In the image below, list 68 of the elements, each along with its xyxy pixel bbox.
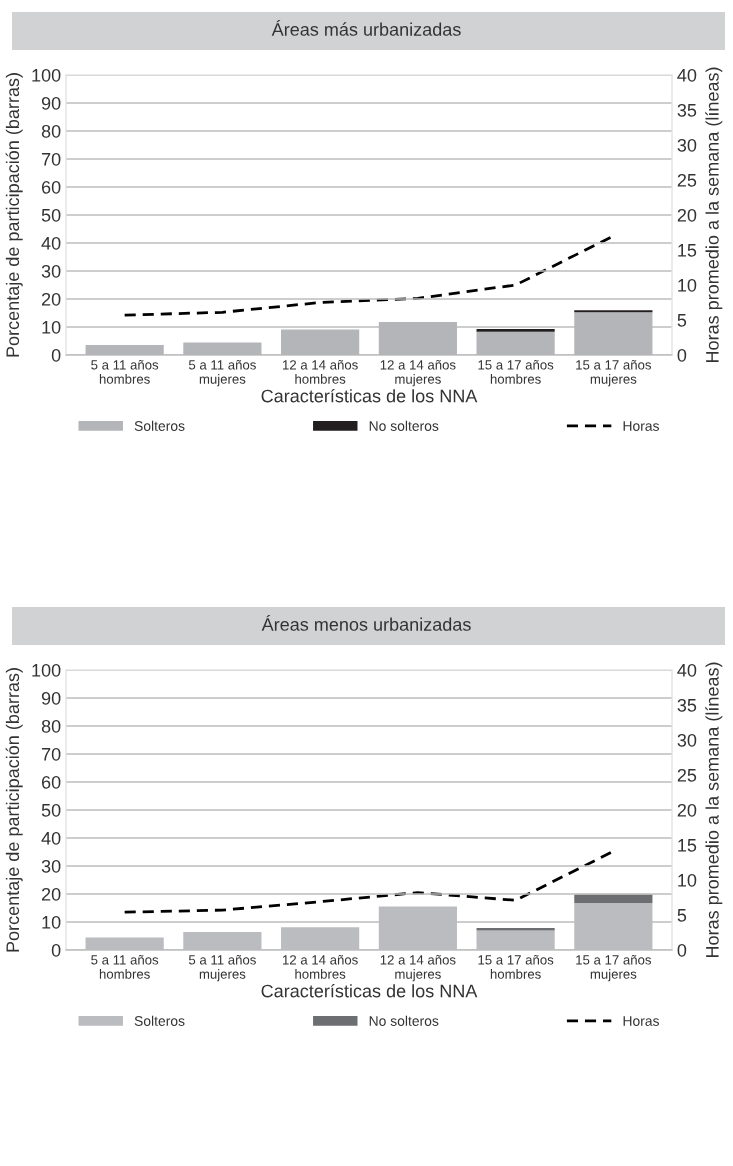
y-tick-label: 30 — [41, 859, 61, 873]
x-tick-label: 5 a 11 años hombres — [91, 954, 159, 979]
y-tick-label: 40 — [41, 831, 61, 845]
y2-tick-label: 15 — [678, 839, 697, 852]
y-tick-label: 10 — [42, 915, 61, 929]
x-tick-label: 12 a 14 años mujeres — [380, 359, 456, 387]
x-axis-title: Características de los NNA — [261, 388, 478, 403]
y2-tick-label: 40 — [677, 68, 697, 82]
x-tick-label: 15 a 17 años hombres — [478, 359, 554, 384]
y-tick-label: 60 — [41, 180, 61, 194]
x-tick-label: 15 a 17 años mujeres — [576, 954, 652, 982]
legend-label: No solteros — [369, 420, 439, 431]
chart-title: Áreas menos urbanizadas — [261, 615, 471, 631]
y-tick-label: 0 — [51, 943, 61, 957]
bar — [476, 328, 555, 332]
y2-axis-title: Horas promedio a la semana (líneas) — [705, 662, 723, 958]
chart-title: Áreas más urbanizadas — [271, 20, 461, 36]
y2-tick-label: 30 — [677, 733, 697, 747]
y-tick-label: 90 — [41, 96, 61, 110]
y2-axis-title: Horas promedio a la semana (líneas) — [705, 67, 723, 363]
y-tick-label: 40 — [41, 236, 61, 250]
legend-label: Horas — [623, 1016, 659, 1026]
y2-tick-label: 10 — [678, 873, 697, 887]
y-tick-label: 0 — [51, 348, 61, 362]
y2-tick-label: 25 — [677, 768, 697, 782]
y-tick-label: 80 — [41, 124, 61, 138]
y-tick-label: 20 — [41, 292, 61, 306]
y-tick-label: 70 — [41, 747, 61, 761]
legend-label: Solteros — [134, 1015, 185, 1026]
y2-tick-label: 0 — [677, 943, 687, 957]
x-tick-label: 5 a 11 años hombres — [91, 359, 159, 384]
y-tick-label: 50 — [41, 803, 61, 817]
legend-label: No solteros — [369, 1015, 439, 1026]
y-tick-label: 70 — [41, 152, 61, 166]
y2-tick-label: 0 — [677, 348, 687, 362]
y2-tick-label: 35 — [677, 698, 697, 712]
y-tick-label: 30 — [41, 264, 61, 278]
x-tick-label: 5 a 11 años mujeres — [188, 954, 256, 982]
y2-tick-label: 30 — [677, 138, 697, 152]
x-tick-label: 12 a 14 años hombres — [282, 359, 358, 384]
y2-tick-label: 5 — [677, 314, 687, 327]
y-tick-label: 50 — [41, 208, 61, 222]
y2-tick-label: 20 — [677, 208, 697, 222]
y2-tick-label: 35 — [677, 103, 697, 117]
y-tick-label: 10 — [42, 320, 61, 334]
legend-label: Solteros — [134, 420, 185, 431]
x-tick-label: 15 a 17 años hombres — [478, 954, 554, 979]
legend-label: Horas — [623, 421, 659, 431]
y2-tick-label: 15 — [678, 244, 697, 257]
y2-tick-label: 40 — [677, 663, 697, 677]
bar — [574, 894, 653, 903]
y2-tick-label: 5 — [677, 909, 687, 922]
y-tick-label: 100 — [32, 663, 61, 677]
x-tick-label: 12 a 14 años mujeres — [380, 954, 456, 982]
y-tick-label: 100 — [32, 68, 61, 82]
x-tick-label: 12 a 14 años hombres — [282, 954, 358, 979]
x-axis-title: Características de los NNA — [261, 983, 478, 998]
y-tick-label: 20 — [41, 887, 61, 901]
x-tick-label: 15 a 17 años mujeres — [576, 359, 652, 387]
y-axis-title: Porcentaje de participación (barras) — [5, 668, 23, 952]
y2-tick-label: 10 — [678, 278, 697, 292]
y2-tick-label: 20 — [677, 803, 697, 817]
y-tick-label: 60 — [41, 775, 61, 789]
y-tick-label: 80 — [41, 719, 61, 733]
y-axis-title: Porcentaje de participación (barras) — [5, 73, 23, 357]
y2-tick-label: 25 — [677, 173, 697, 187]
y-tick-label: 90 — [41, 691, 61, 705]
x-tick-label: 5 a 11 años mujeres — [188, 359, 256, 387]
